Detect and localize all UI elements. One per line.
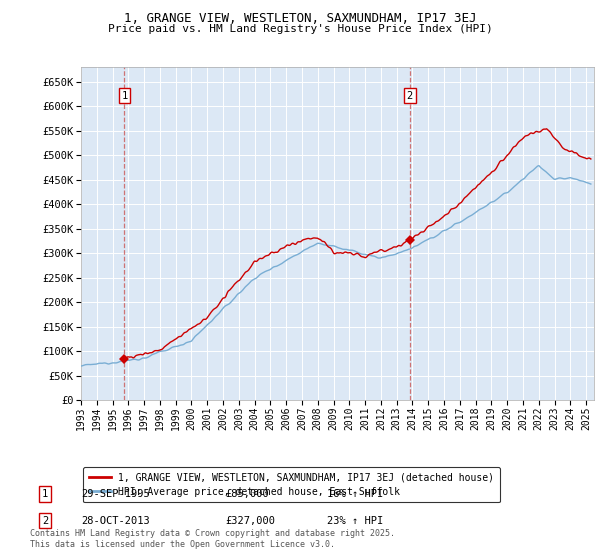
Text: Contains HM Land Registry data © Crown copyright and database right 2025.
This d: Contains HM Land Registry data © Crown c… bbox=[30, 529, 395, 549]
Text: Price paid vs. HM Land Registry's House Price Index (HPI): Price paid vs. HM Land Registry's House … bbox=[107, 24, 493, 34]
Legend: 1, GRANGE VIEW, WESTLETON, SAXMUNDHAM, IP17 3EJ (detached house), HPI: Average p: 1, GRANGE VIEW, WESTLETON, SAXMUNDHAM, I… bbox=[83, 467, 500, 502]
Text: 1: 1 bbox=[42, 489, 48, 499]
Text: £85,000: £85,000 bbox=[225, 489, 269, 499]
Text: 1, GRANGE VIEW, WESTLETON, SAXMUNDHAM, IP17 3EJ: 1, GRANGE VIEW, WESTLETON, SAXMUNDHAM, I… bbox=[124, 12, 476, 25]
Text: 23% ↑ HPI: 23% ↑ HPI bbox=[327, 516, 383, 526]
Text: 29-SEP-1995: 29-SEP-1995 bbox=[81, 489, 150, 499]
Text: 1: 1 bbox=[121, 91, 128, 101]
Text: 2: 2 bbox=[407, 91, 413, 101]
Text: 2: 2 bbox=[42, 516, 48, 526]
Text: 16% ↑ HPI: 16% ↑ HPI bbox=[327, 489, 383, 499]
Text: 28-OCT-2013: 28-OCT-2013 bbox=[81, 516, 150, 526]
Text: £327,000: £327,000 bbox=[225, 516, 275, 526]
